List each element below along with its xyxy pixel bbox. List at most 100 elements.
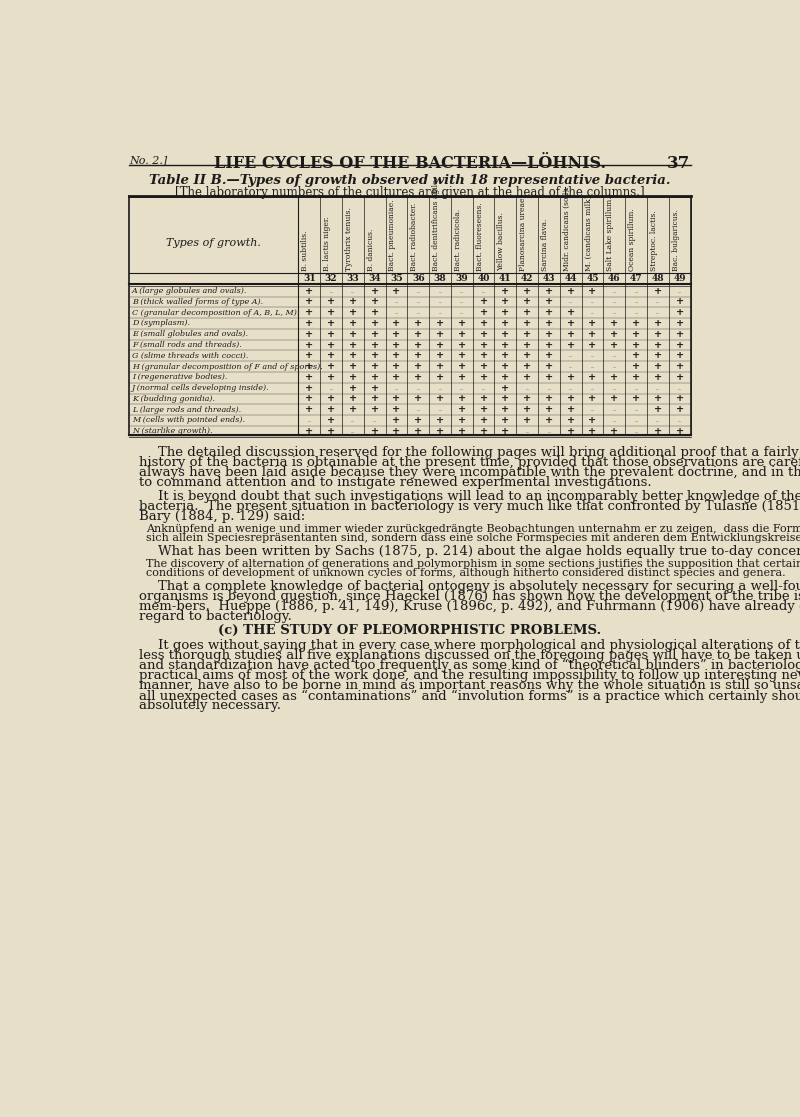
Text: L (large rods and threads).: L (large rods and threads). [132,405,241,413]
Text: +: + [458,319,466,328]
Text: +: + [479,416,488,424]
Text: +: + [306,297,314,306]
Text: +: + [349,373,357,382]
Text: +: + [414,394,422,403]
Text: 36: 36 [412,274,425,284]
Text: Tyrothrix tenuis.: Tyrothrix tenuis. [345,208,353,271]
Text: +: + [370,394,378,403]
Text: +: + [458,352,466,361]
Text: +: + [632,319,640,328]
Text: +: + [545,308,553,317]
Text: ..: .. [612,299,616,305]
Text: +: + [458,373,466,382]
Text: ..: .. [678,418,682,423]
Text: 35: 35 [390,274,402,284]
Text: +: + [436,373,444,382]
Text: ..: .. [307,418,311,423]
Text: +: + [654,373,662,382]
Text: +: + [349,308,357,317]
Text: +: + [654,394,662,403]
Text: +: + [349,341,357,350]
Text: 41: 41 [499,274,512,284]
Text: +: + [566,373,574,382]
Text: ..: .. [569,364,573,369]
Text: +: + [502,297,510,306]
Text: ..: .. [590,353,594,359]
Text: +: + [675,362,684,371]
Text: +: + [502,352,510,361]
Text: +: + [306,330,314,338]
Text: M (cells with pointed ends).: M (cells with pointed ends). [132,417,245,424]
Text: +: + [327,405,335,414]
Text: +: + [414,341,422,350]
Text: +: + [523,308,531,317]
Text: ..: .. [438,311,442,315]
Text: M. (candicans milk).: M. (candicans milk). [585,193,593,271]
Text: +: + [610,427,618,436]
Text: +: + [370,373,378,382]
Text: +: + [327,352,335,361]
Text: +: + [306,287,314,296]
Text: to command attention and to instigate renewed experimental investigations.: to command attention and to instigate re… [138,476,651,489]
Text: bacteria.  The present situation in bacteriology is very much like that confront: bacteria. The present situation in bacte… [138,500,800,513]
Text: B (thick walled forms of type A).: B (thick walled forms of type A). [132,298,263,306]
Text: ..: .. [590,299,594,305]
Text: +: + [370,287,378,296]
Text: +: + [589,416,597,424]
Text: +: + [589,319,597,328]
Text: +: + [502,362,510,371]
Text: +: + [479,319,488,328]
Text: +: + [349,362,357,371]
Text: +: + [610,341,618,350]
Text: ..: .. [438,408,442,412]
Text: +: + [306,427,314,436]
Text: H (granular decomposition of F and of spores).: H (granular decomposition of F and of sp… [132,363,322,371]
Text: J (normal cells developing inside).: J (normal cells developing inside). [132,384,270,392]
Text: +: + [632,394,640,403]
Text: Streptoc. lactis.: Streptoc. lactis. [650,210,658,271]
Text: ..: .. [678,288,682,294]
Text: +: + [545,373,553,382]
Text: +: + [566,308,574,317]
Text: +: + [436,416,444,424]
Text: +: + [632,330,640,338]
Text: G (slime threads with cocci).: G (slime threads with cocci). [132,352,248,360]
Text: +: + [370,352,378,361]
Text: +: + [327,394,335,403]
Text: +: + [349,405,357,414]
Text: 32: 32 [325,274,338,284]
Text: Anknüpfend an wenige und immer wieder zurückgedrängte Beobachtungen unternahm er: Anknüpfend an wenige und immer wieder zu… [146,524,800,534]
Text: +: + [458,330,466,338]
Text: organisms is beyond question, since Haeckel (1876) has shown how the development: organisms is beyond question, since Haec… [138,590,800,603]
Text: +: + [675,427,684,436]
Text: +: + [545,341,553,350]
Text: absolutely necessary.: absolutely necessary. [138,699,281,713]
Text: ..: .. [438,288,442,294]
Text: [The laboratory numbers of the cultures are given at the head of the columns.]: [The laboratory numbers of the cultures … [175,185,645,199]
Text: +: + [589,427,597,436]
Text: +: + [392,319,401,328]
Text: ..: .. [547,385,551,391]
Text: 49: 49 [674,274,686,284]
Text: ..: .. [438,299,442,305]
Text: manner, have also to be borne in mind as important reasons why the whole situati: manner, have also to be borne in mind as… [138,679,800,693]
Text: +: + [327,297,335,306]
Text: +: + [675,308,684,317]
Text: 34: 34 [368,274,381,284]
Text: +: + [458,405,466,414]
Text: Types of growth.: Types of growth. [166,238,262,248]
Text: A (large globules and ovals).: A (large globules and ovals). [132,287,247,295]
Text: +: + [392,287,401,296]
Text: 47: 47 [630,274,642,284]
Text: +: + [306,394,314,403]
Text: +: + [458,416,466,424]
Text: It goes without saying that in every case where morphological and physiological : It goes without saying that in every cas… [158,639,800,652]
Text: Bact. radicicola.: Bact. radicicola. [454,209,462,271]
Text: +: + [436,319,444,328]
Text: +: + [392,405,401,414]
Text: +: + [566,416,574,424]
Text: +: + [502,373,510,382]
Text: +: + [327,416,335,424]
Text: history of the bacteria is obtainable at the present time, provided that those o: history of the bacteria is obtainable at… [138,456,800,469]
Text: +: + [566,394,574,403]
